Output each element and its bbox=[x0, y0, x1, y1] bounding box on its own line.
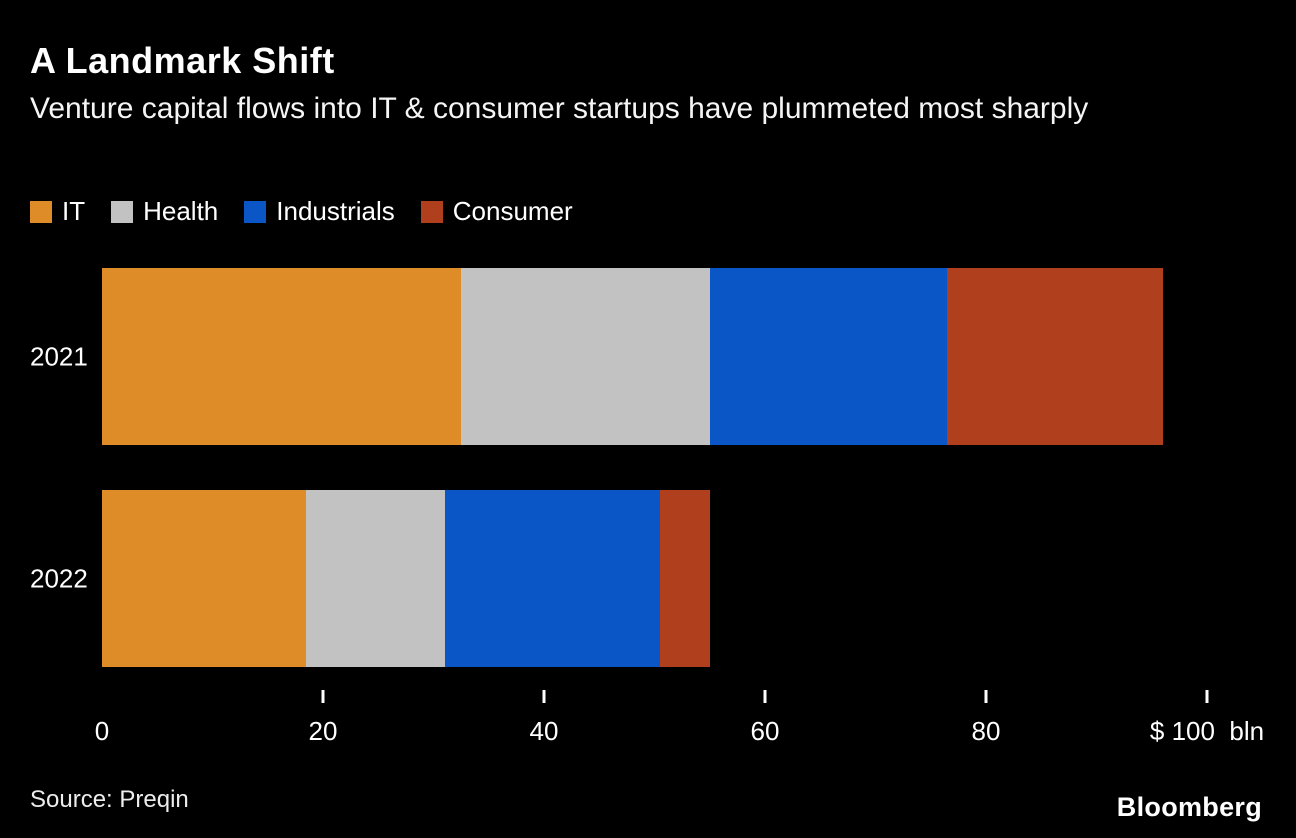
axis-tick bbox=[1205, 690, 1209, 703]
legend-label: Consumer bbox=[452, 196, 573, 226]
legend: IT Health Industrials Consumer bbox=[30, 196, 573, 227]
segment-2022-industrials bbox=[444, 490, 661, 667]
segment-2021-health bbox=[461, 268, 710, 445]
segment-2021-it bbox=[102, 268, 462, 445]
legend-item-it: IT bbox=[30, 196, 85, 227]
legend-label: Health bbox=[143, 196, 219, 226]
category-label: 2021 bbox=[30, 341, 88, 371]
bar-row-2022: 2022 bbox=[0, 490, 1296, 667]
axis-tick bbox=[321, 690, 325, 703]
segment-2022-consumer bbox=[660, 490, 710, 667]
legend-swatch-consumer bbox=[420, 200, 443, 223]
source-note: Source: Preqin bbox=[30, 786, 189, 813]
axis-tick bbox=[542, 690, 546, 703]
legend-swatch-industrials bbox=[244, 200, 267, 223]
category-label: 2022 bbox=[30, 563, 88, 593]
stacked-bar-2022 bbox=[102, 490, 1207, 667]
axis-tick-label: 20 bbox=[308, 716, 338, 746]
legend-label: IT bbox=[62, 196, 86, 226]
segment-2021-consumer bbox=[947, 268, 1163, 445]
axis-tick-label: 40 bbox=[529, 716, 559, 746]
axis-tick bbox=[763, 690, 767, 703]
axis-tick-label: 60 bbox=[750, 716, 780, 746]
legend-swatch-health bbox=[111, 200, 134, 223]
segment-2021-industrials bbox=[709, 268, 948, 445]
stacked-bar-2021 bbox=[102, 268, 1207, 445]
legend-item-industrials: Industrials bbox=[244, 196, 395, 227]
legend-item-health: Health bbox=[111, 196, 218, 227]
bar-row-2021: 2021 bbox=[0, 268, 1296, 445]
legend-swatch-it bbox=[30, 200, 52, 223]
axis-tick-label: 80 bbox=[971, 716, 1001, 746]
axis-tick-label: $ 100 bln bbox=[1149, 716, 1265, 746]
axis-tick-label: 0 bbox=[94, 716, 110, 746]
x-axis: 0 20 40 60 80 $ 100 bln bbox=[95, 690, 1264, 752]
legend-item-consumer: Consumer bbox=[420, 196, 573, 227]
segment-2022-health bbox=[306, 490, 445, 667]
plot-area: 2021 2022 bbox=[0, 268, 1296, 712]
chart-title: A Landmark Shift bbox=[30, 40, 335, 81]
chart-subtitle: Venture capital flows into IT & consumer… bbox=[30, 92, 1089, 125]
axis-tick bbox=[984, 690, 988, 703]
segment-2022-it bbox=[102, 490, 307, 667]
legend-label: Industrials bbox=[276, 196, 395, 226]
bloomberg-logo: Bloomberg bbox=[1116, 792, 1262, 822]
